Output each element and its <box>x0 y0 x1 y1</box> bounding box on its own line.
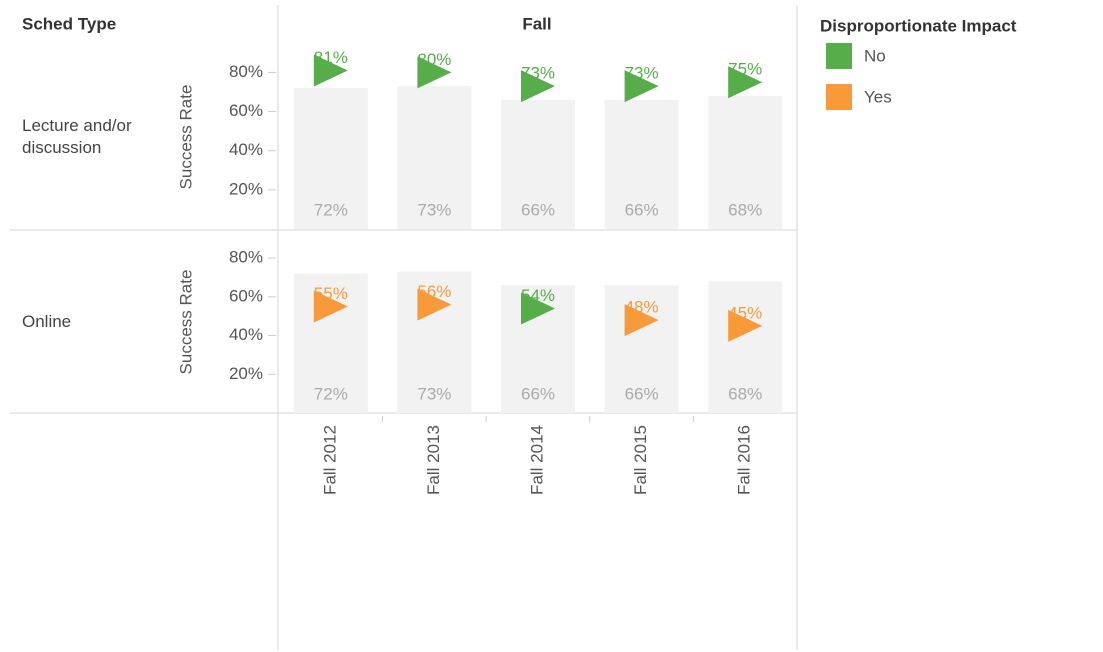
legend-swatch <box>826 43 852 69</box>
triangle-marker <box>313 54 348 87</box>
row-header: Sched Type <box>22 14 116 33</box>
value-label: 56% <box>417 282 451 301</box>
value-label: 81% <box>314 48 348 67</box>
bar <box>604 285 679 413</box>
x-tick-label: Fall 2014 <box>527 425 546 495</box>
bar <box>293 273 368 413</box>
bar <box>604 99 679 230</box>
bar <box>293 88 368 229</box>
row-label: Lecture and/or discussion <box>22 116 132 157</box>
legend-title: Disproportionate Impact <box>820 16 1017 35</box>
bar-label: 73% <box>417 200 451 219</box>
y-tick-label: 60% <box>229 286 263 305</box>
y-tick-label: 60% <box>229 101 263 120</box>
triangle-marker <box>417 288 452 321</box>
bar-label: 72% <box>314 200 348 219</box>
x-tick-label: Fall 2016 <box>735 425 754 495</box>
legend-swatch <box>826 84 852 110</box>
bar-label: 68% <box>728 384 762 403</box>
triangle-marker <box>624 304 659 337</box>
bar-label: 66% <box>521 384 555 403</box>
triangle-marker <box>728 309 763 342</box>
bar-label: 66% <box>625 200 659 219</box>
bar-label: 66% <box>625 384 659 403</box>
x-tick-label: Fall 2012 <box>320 425 339 495</box>
triangle-marker <box>728 66 763 99</box>
bar <box>397 86 472 229</box>
column-header: Fall <box>522 14 551 33</box>
legend-label: No <box>864 46 886 65</box>
triangle-marker <box>624 70 659 103</box>
x-tick-label: Fall 2015 <box>631 425 650 495</box>
y-tick-label: 40% <box>229 140 263 159</box>
bar-label: 72% <box>314 384 348 403</box>
row-label: Online <box>22 312 72 331</box>
bar-label: 73% <box>417 384 451 403</box>
triangle-marker <box>521 292 555 325</box>
value-label: 48% <box>625 298 659 317</box>
y-tick-label: 80% <box>229 62 263 81</box>
legend-label: Yes <box>864 87 892 106</box>
y-tick-label: 40% <box>229 325 263 344</box>
value-label: 54% <box>521 286 555 305</box>
value-label: 73% <box>521 64 555 83</box>
value-label: 75% <box>728 60 762 79</box>
triangle-marker <box>417 56 452 89</box>
y-axis-label: Success Rate <box>176 270 195 375</box>
bar <box>708 95 783 229</box>
bar <box>501 99 575 230</box>
y-tick-label: 20% <box>229 364 263 383</box>
value-label: 80% <box>417 50 451 69</box>
y-tick-label: 20% <box>229 179 263 198</box>
y-axis-label: Success Rate <box>176 85 195 190</box>
bar-label: 66% <box>521 200 555 219</box>
value-label: 73% <box>625 64 659 83</box>
y-tick-label: 80% <box>229 248 263 267</box>
value-label: 45% <box>728 303 762 322</box>
bar <box>397 271 472 413</box>
value-label: 55% <box>314 284 348 303</box>
bar <box>708 281 783 413</box>
x-tick-label: Fall 2013 <box>424 425 443 495</box>
triangle-marker <box>521 70 555 103</box>
triangle-marker <box>313 290 348 323</box>
bar-label: 68% <box>728 200 762 219</box>
